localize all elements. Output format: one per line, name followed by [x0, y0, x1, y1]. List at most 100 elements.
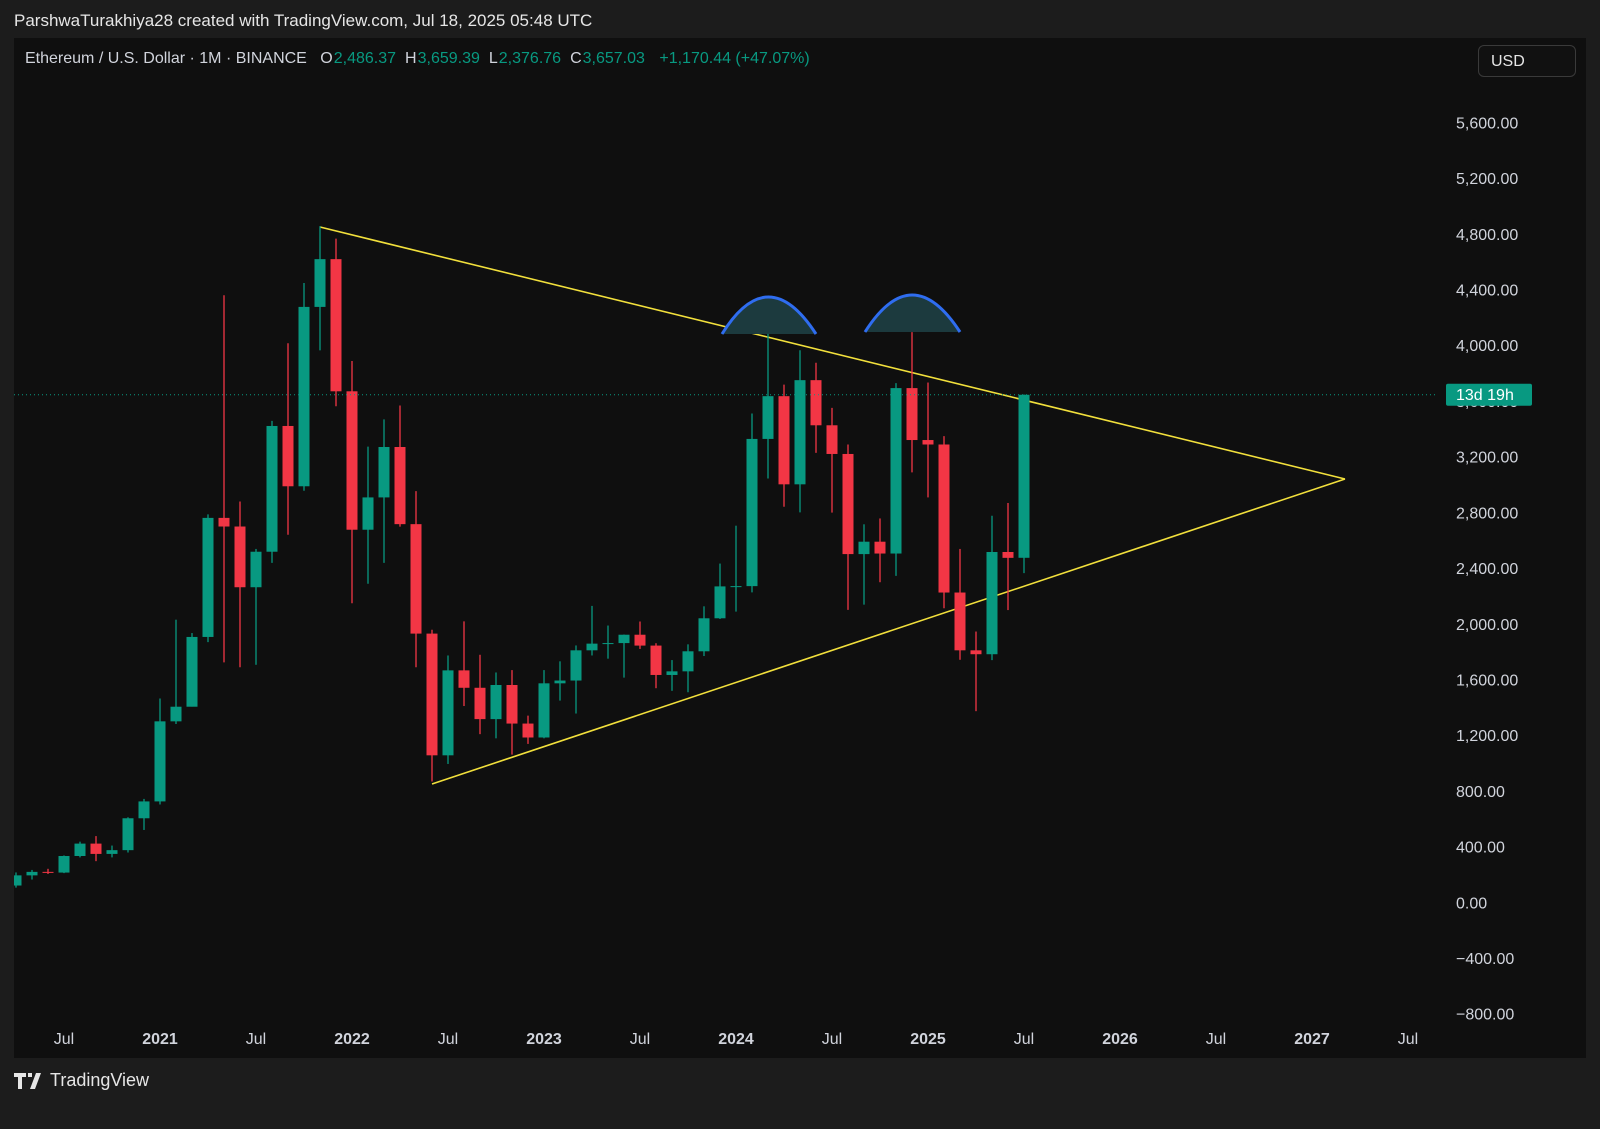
legend: Ethereum / U.S. Dollar · 1M · BINANCE O2… — [25, 50, 810, 68]
y-tick-label: 4,000.00 — [1456, 338, 1518, 355]
field-value: 3,659.39 — [417, 50, 480, 67]
x-tick-label: Jul — [438, 1031, 458, 1048]
field-key: L — [488, 50, 498, 67]
candle-body — [986, 552, 998, 655]
arc — [720, 295, 818, 335]
y-tick-label: 2,000.00 — [1456, 617, 1518, 634]
y-tick-label: 2,400.00 — [1456, 561, 1518, 578]
candle-body — [954, 592, 966, 651]
field-value: 2,486.37 — [333, 50, 397, 67]
candle-body — [762, 396, 774, 439]
y-tick-label: −400.00 — [1456, 951, 1514, 968]
plot — [14, 226, 1438, 888]
x-tick-label: Jul — [54, 1031, 74, 1048]
last-price-tag-bg — [1446, 383, 1532, 406]
field-key: H — [405, 50, 417, 67]
y-tick-label: 2,800.00 — [1456, 505, 1518, 522]
candle-body — [602, 643, 614, 645]
candle-body — [634, 634, 646, 646]
candle-body — [570, 650, 582, 681]
last-price-tag: 13d 19h — [1456, 387, 1514, 404]
y-tick-label: 0.00 — [1456, 895, 1487, 912]
candle-body — [218, 517, 230, 527]
candle-body — [42, 871, 54, 873]
candle-body — [890, 388, 902, 554]
y-tick-label: 4,800.00 — [1456, 227, 1518, 244]
candle-body — [234, 526, 246, 588]
candle-body — [330, 259, 342, 392]
candle-body — [858, 541, 870, 555]
x-tick-label: 2022 — [334, 1031, 370, 1048]
candle-body — [282, 425, 294, 487]
candle-body — [746, 438, 758, 587]
candle-body — [650, 645, 662, 675]
candle-body — [378, 447, 390, 498]
field-value: 3,657.03 — [582, 50, 645, 67]
x-tick-label: Jul — [1014, 1031, 1034, 1048]
y-tick-label: 5,600.00 — [1456, 115, 1518, 132]
candle-body — [58, 856, 70, 873]
x-tick-label: 2023 — [526, 1031, 562, 1048]
candle-body — [730, 586, 742, 588]
y-tick-label: 400.00 — [1456, 840, 1505, 857]
candle-body — [298, 306, 310, 487]
x-tick-label: 2027 — [1294, 1031, 1330, 1048]
candle-body — [874, 541, 886, 554]
field-key: C — [570, 50, 582, 67]
candle-body — [90, 843, 102, 854]
x-tick-label: Jul — [246, 1031, 266, 1048]
x-tick-label: 2026 — [1102, 1031, 1138, 1048]
candle-body — [266, 425, 278, 552]
candle-body — [14, 875, 22, 886]
candle-body — [202, 517, 214, 637]
y-tick-label: 1,200.00 — [1456, 728, 1518, 745]
candle-body — [794, 380, 806, 485]
change: +1,170.44 (+47.07%) — [659, 50, 810, 67]
candle-body — [442, 670, 454, 756]
x-tick-label: Jul — [1206, 1031, 1226, 1048]
y-tick-label: −800.00 — [1456, 1007, 1514, 1024]
logo — [14, 1072, 41, 1089]
arc — [863, 293, 962, 333]
candle-body — [138, 801, 150, 819]
candle-body — [346, 391, 358, 530]
candle-body — [490, 684, 502, 720]
candle-body — [426, 633, 438, 756]
candle-body — [522, 723, 534, 738]
candle-body — [714, 586, 726, 619]
x-tick-label: 2021 — [142, 1031, 178, 1048]
footer: TradingView — [14, 1070, 149, 1091]
candle-body — [970, 650, 982, 655]
candle-body — [362, 497, 374, 530]
trendline — [319, 226, 1346, 480]
candle-body — [154, 721, 166, 802]
candle-body — [1002, 552, 1014, 558]
candle-body — [586, 643, 598, 651]
x-tick-label: Jul — [1398, 1031, 1418, 1048]
candle-body — [314, 259, 326, 307]
candle-body — [810, 380, 822, 426]
candle-body — [938, 444, 950, 593]
x-tick-label: Jul — [630, 1031, 650, 1048]
candle-body — [186, 636, 198, 707]
currency-button[interactable]: USD — [1478, 45, 1576, 77]
y-tick-label: 5,200.00 — [1456, 171, 1518, 188]
candle-body — [698, 618, 710, 652]
field-key: O — [320, 50, 333, 67]
candle-body — [410, 524, 422, 634]
brand: TradingView — [50, 1070, 150, 1090]
candle-body — [842, 453, 854, 555]
candle-body — [666, 671, 678, 675]
candle-body — [1018, 394, 1030, 558]
candle-body — [538, 683, 550, 738]
x-tick-label: 2025 — [910, 1031, 946, 1048]
candle-body — [474, 687, 486, 720]
ohlc-fields: O2,486.37 H3,659.39 L2,376.76 C3,657.03 — [311, 50, 645, 67]
candle-body — [778, 396, 790, 485]
candle-body — [106, 850, 118, 854]
y-tick-label: 4,400.00 — [1456, 283, 1518, 300]
candle-body — [394, 447, 406, 525]
candle-body — [826, 425, 838, 454]
